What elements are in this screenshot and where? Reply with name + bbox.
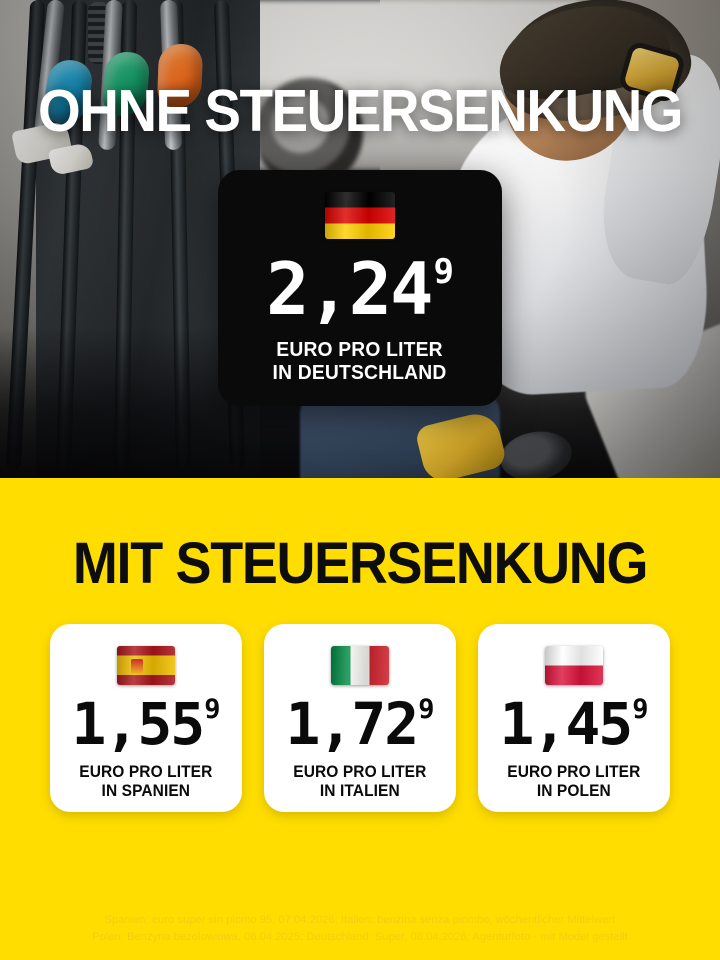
price-value-spain: 1,55 9 xyxy=(72,695,221,753)
photo-section: OHNE STEUERSENKUNG 2,24 9 EURO PRO LITER… xyxy=(0,0,720,478)
price-main: 1,45 xyxy=(499,690,634,758)
caption-line-1: EURO PRO LITER xyxy=(79,763,213,781)
footer-line-1: Spanien: euro super sin plomo 95, 07.04.… xyxy=(104,913,616,926)
yellow-section: MIT STEUERSENKUNG 1,55 9 EURO PRO LITER … xyxy=(0,478,720,960)
price-caption-italy: EURO PRO LITER IN ITALIEN xyxy=(293,763,426,801)
price-value-poland: 1,45 9 xyxy=(500,695,649,753)
caption-line-2: IN DEUTSCHLAND xyxy=(273,360,447,384)
caption-line-2: IN SPANIEN xyxy=(101,781,191,800)
price-card-spain: 1,55 9 EURO PRO LITER IN SPANIEN xyxy=(50,624,242,812)
price-main: 1,72 xyxy=(285,690,420,758)
flag-italy-icon xyxy=(331,646,389,685)
price-superscript: 9 xyxy=(418,694,435,725)
top-headline: OHNE STEUERSENKUNG xyxy=(38,78,683,144)
caption-line-2: IN POLEN xyxy=(536,781,611,800)
footer-line-2: Polen: Benzyna bezolowiowa, 08.04.2025; … xyxy=(92,930,628,943)
price-caption-spain: EURO PRO LITER IN SPANIEN xyxy=(79,763,212,801)
flag-germany-icon xyxy=(325,192,395,239)
bottom-headline: MIT STEUERSENKUNG xyxy=(72,531,649,596)
footer-disclaimer: Spanien: euro super sin plomo 95, 07.04.… xyxy=(0,912,720,946)
caption-line-1: EURO PRO LITER xyxy=(276,338,444,361)
price-main: 1,55 xyxy=(71,690,206,758)
price-caption-germany: EURO PRO LITER IN DEUTSCHLAND xyxy=(273,338,447,385)
price-main: 2,24 xyxy=(266,247,433,331)
price-value-italy: 1,72 9 xyxy=(286,695,435,753)
flag-spain-icon xyxy=(117,646,175,685)
price-caption-poland: EURO PRO LITER IN POLEN xyxy=(507,763,640,801)
background-car-wheel xyxy=(255,78,363,188)
price-superscript: 9 xyxy=(632,694,649,725)
price-card-poland: 1,45 9 EURO PRO LITER IN POLEN xyxy=(478,624,670,812)
flag-poland-icon xyxy=(545,646,603,685)
price-superscript: 9 xyxy=(433,252,454,292)
price-value-germany: 2,24 9 xyxy=(266,253,454,325)
price-cards-row: 1,55 9 EURO PRO LITER IN SPANIEN 1,72 9 … xyxy=(50,624,670,812)
caption-line-1: EURO PRO LITER xyxy=(293,763,427,781)
price-superscript: 9 xyxy=(204,694,221,725)
price-card-germany: 2,24 9 EURO PRO LITER IN DEUTSCHLAND xyxy=(218,170,502,406)
caption-line-1: EURO PRO LITER xyxy=(507,763,641,781)
caption-line-2: IN ITALIEN xyxy=(320,781,400,800)
price-card-italy: 1,72 9 EURO PRO LITER IN ITALIEN xyxy=(264,624,456,812)
